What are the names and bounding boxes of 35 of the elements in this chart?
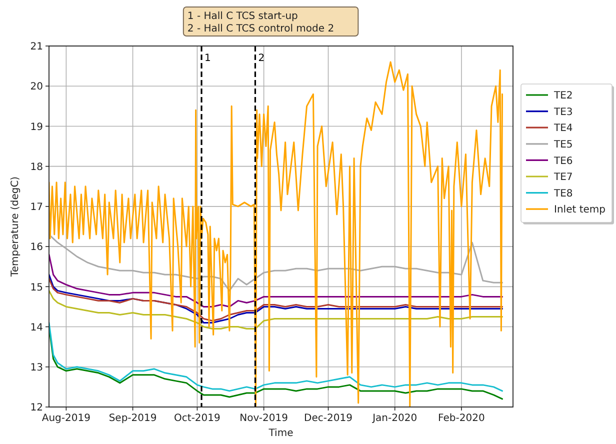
x-tick-label: Feb-2020 (438, 413, 485, 424)
x-tick-label: Sep-2019 (108, 413, 157, 424)
y-tick-label: 20 (30, 82, 43, 93)
y-tick-label: 14 (30, 322, 43, 334)
y-axis-title: Temperature (degC) (10, 176, 21, 278)
text: 1 - Hall C TCS start-up (187, 11, 298, 22)
y-tick-label: 12 (30, 402, 43, 414)
x-tick-label: Oct-2019 (174, 413, 220, 424)
line-series (49, 290, 504, 330)
y-tick-label: 19 (30, 122, 43, 133)
line-series (49, 254, 504, 308)
y-tick-label: 13 (30, 362, 43, 374)
line-series (49, 322, 504, 392)
legend-label: TE8 (553, 188, 573, 200)
y-tick-label: 17 (30, 202, 43, 214)
x-tick-label: Dec-2019 (304, 413, 352, 424)
legend-label: TE3 (553, 106, 573, 118)
legend-label: TE4 (553, 123, 573, 134)
legend-label: TE5 (553, 140, 573, 150)
x-tick-label: Nov-2019 (240, 413, 288, 424)
ref-line-label: 2 (258, 53, 265, 64)
y-tick-label: 15 (30, 282, 43, 294)
legend-label: TE2 (553, 90, 573, 102)
line-series (49, 61, 504, 407)
x-tick-label: Jan-2020 (372, 413, 418, 424)
x-tick-label: Aug-2019 (42, 413, 90, 424)
y-tick-label: 18 (30, 162, 43, 173)
y-tick-label: 21 (30, 42, 43, 53)
text: 2 - Hall C TCS control mode 2 (187, 24, 334, 34)
legend-label: TE7 (553, 172, 573, 184)
y-tick-label: 16 (30, 242, 43, 254)
x-axis-title: Time (268, 428, 294, 439)
legend-label: TE6 (553, 156, 573, 167)
legend-label: Inlet temp (554, 204, 606, 216)
ref-line-label: 1 (204, 53, 211, 64)
